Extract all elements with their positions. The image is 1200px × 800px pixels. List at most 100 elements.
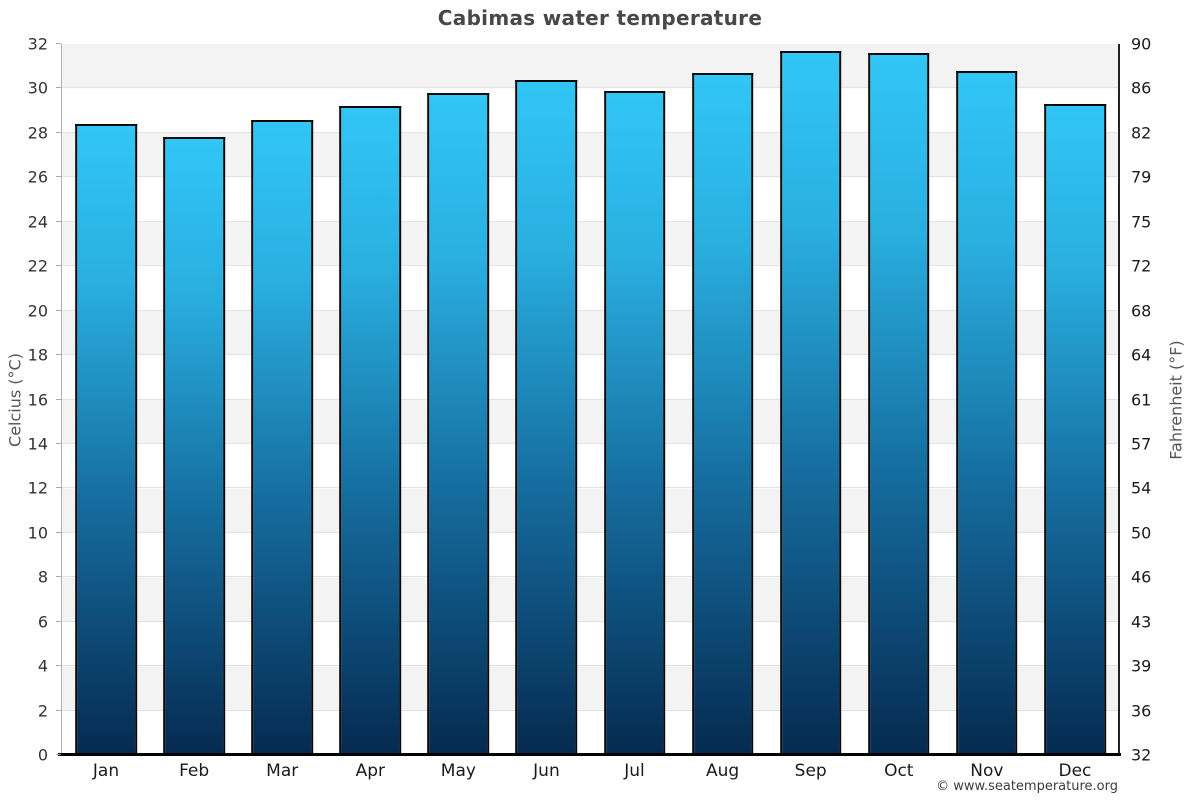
- bottom-axis-line: [58, 753, 1121, 756]
- y-tick-mark: [56, 309, 61, 311]
- copyright-link[interactable]: © www.seatemperature.org: [936, 779, 1118, 794]
- y-tick-label-celsius: 2: [37, 701, 48, 721]
- y-tick-mark: [56, 176, 61, 178]
- bar-mar: [251, 119, 314, 755]
- y-tick-mark: [56, 220, 61, 222]
- bar-oct: [867, 52, 930, 755]
- y-tick-label-fahrenheit: 82: [1131, 123, 1152, 143]
- gridline: [62, 309, 1119, 311]
- bar-jul: [603, 90, 666, 755]
- bar-slot-apr: [326, 44, 414, 755]
- gridline: [62, 131, 1119, 133]
- y-tick-label-celsius: 24: [27, 212, 48, 232]
- bar-slot-nov: [943, 44, 1031, 755]
- y-tick-mark: [56, 709, 61, 711]
- gridline: [62, 265, 1119, 267]
- y-tick-label-fahrenheit: 50: [1131, 523, 1152, 543]
- y-tick-label-fahrenheit: 39: [1131, 656, 1152, 676]
- y-tick-mark: [56, 754, 61, 755]
- y-tick-label-celsius: 6: [37, 612, 48, 632]
- y-tick-label-fahrenheit: 61: [1131, 390, 1152, 409]
- gridline: [62, 442, 1119, 444]
- chart-title: Cabimas water temperature: [437, 6, 763, 30]
- y-tick-label-fahrenheit: 57: [1131, 434, 1152, 454]
- gridline: [62, 665, 1119, 667]
- y-tick-label-celsius: 16: [27, 390, 48, 409]
- y-tick-label-celsius: 12: [27, 478, 48, 498]
- bar-slot-jul: [590, 44, 678, 755]
- y-tick-mark: [56, 442, 61, 444]
- gridline: [62, 576, 1119, 578]
- x-tick-label-jun: Jun: [533, 761, 560, 781]
- y-tick-label-fahrenheit: 86: [1131, 78, 1152, 98]
- y-tick-label-celsius: 26: [27, 167, 48, 187]
- x-tick-label-dec: Dec: [1058, 761, 1092, 781]
- bar-slot-oct: [855, 44, 943, 755]
- gridline: [62, 398, 1119, 400]
- y-tick-mark: [56, 131, 61, 133]
- bar-dec: [1044, 104, 1106, 755]
- x-tick-label-jul: Jul: [624, 761, 645, 781]
- y-tick-label-celsius: 18: [27, 345, 48, 365]
- x-tick-label-may: May: [440, 761, 476, 781]
- y-tick-mark: [56, 354, 61, 356]
- month-tick-labels: Jan Feb Mar Apr May Jun Jul Aug Sep Oct Nov Dec: [62, 759, 1119, 789]
- gridline: [62, 87, 1119, 89]
- y-tick-label-fahrenheit: 46: [1131, 567, 1152, 587]
- bars-container: [62, 44, 1119, 755]
- y-tick-label-celsius: 4: [37, 656, 48, 676]
- y-tick-label-fahrenheit: 90: [1131, 34, 1152, 54]
- y-tick-label-celsius: 30: [27, 78, 48, 98]
- y-tick-label-fahrenheit: 36: [1131, 701, 1152, 721]
- x-tick-label-mar: Mar: [266, 761, 299, 781]
- gridlines: [62, 44, 1119, 755]
- x-tick-label-aug: Aug: [706, 761, 740, 781]
- bar-nov: [955, 70, 1018, 755]
- y-tick-label-fahrenheit: 54: [1131, 478, 1152, 498]
- fahrenheit-tick-labels: 90 86 82 79 75 72 68 64 61 57 54 50 46 43 39 36 32: [1119, 35, 1199, 765]
- bar-sep: [779, 50, 842, 755]
- gridline: [62, 620, 1119, 622]
- y-tick-mark: [56, 265, 61, 267]
- y-tick-label-fahrenheit: 32: [1131, 745, 1152, 765]
- gridline: [62, 709, 1119, 711]
- bar-feb: [163, 137, 225, 755]
- bar-slot-may: [414, 44, 502, 755]
- y-tick-label-fahrenheit: 68: [1131, 301, 1152, 321]
- bar-jun: [515, 79, 578, 755]
- bar-slot-sep: [767, 44, 855, 755]
- y-tick-label-celsius: 32: [27, 34, 48, 54]
- gridline: [62, 354, 1119, 356]
- y-tick-mark: [56, 398, 61, 400]
- bar-jan: [75, 124, 137, 755]
- y-tick-mark: [56, 576, 61, 578]
- bar-slot-feb: [150, 44, 238, 755]
- y-tick-label-celsius: 22: [27, 256, 48, 276]
- gridline: [62, 487, 1119, 489]
- y-tick-label-celsius: 28: [27, 123, 48, 143]
- y-tick-mark: [56, 620, 61, 622]
- bar-aug: [691, 72, 754, 755]
- x-tick-label-oct: Oct: [884, 761, 914, 781]
- y-tick-label-celsius: 8: [37, 567, 48, 587]
- x-tick-label-jan: Jan: [92, 761, 120, 781]
- x-tick-label-nov: Nov: [970, 761, 1004, 781]
- bar-slot-dec: [1031, 44, 1119, 755]
- x-tick-label-feb: Feb: [179, 761, 210, 781]
- bar-slot-jun: [502, 44, 590, 755]
- y-tick-label-celsius: 14: [27, 434, 48, 454]
- y-tick-label-fahrenheit: 64: [1131, 345, 1152, 365]
- bar-may: [427, 92, 490, 755]
- y-tick-label-fahrenheit: 75: [1131, 212, 1152, 232]
- y-tick-label-fahrenheit: 72: [1131, 256, 1152, 276]
- celsius-tick-labels: 32 30 28 26 24 22 20 18 16 14 12 10 8 6 4 2 0: [0, 35, 62, 765]
- y-tick-mark: [56, 665, 61, 667]
- gridline: [62, 531, 1119, 533]
- left-axis-line: [61, 44, 62, 755]
- y-tick-label-celsius: 10: [27, 523, 48, 543]
- gridline: [62, 220, 1119, 222]
- bar-slot-mar: [238, 44, 326, 755]
- y-tick-mark: [56, 487, 61, 489]
- x-tick-label-sep: Sep: [794, 761, 827, 781]
- x-tick-label-apr: Apr: [355, 761, 385, 781]
